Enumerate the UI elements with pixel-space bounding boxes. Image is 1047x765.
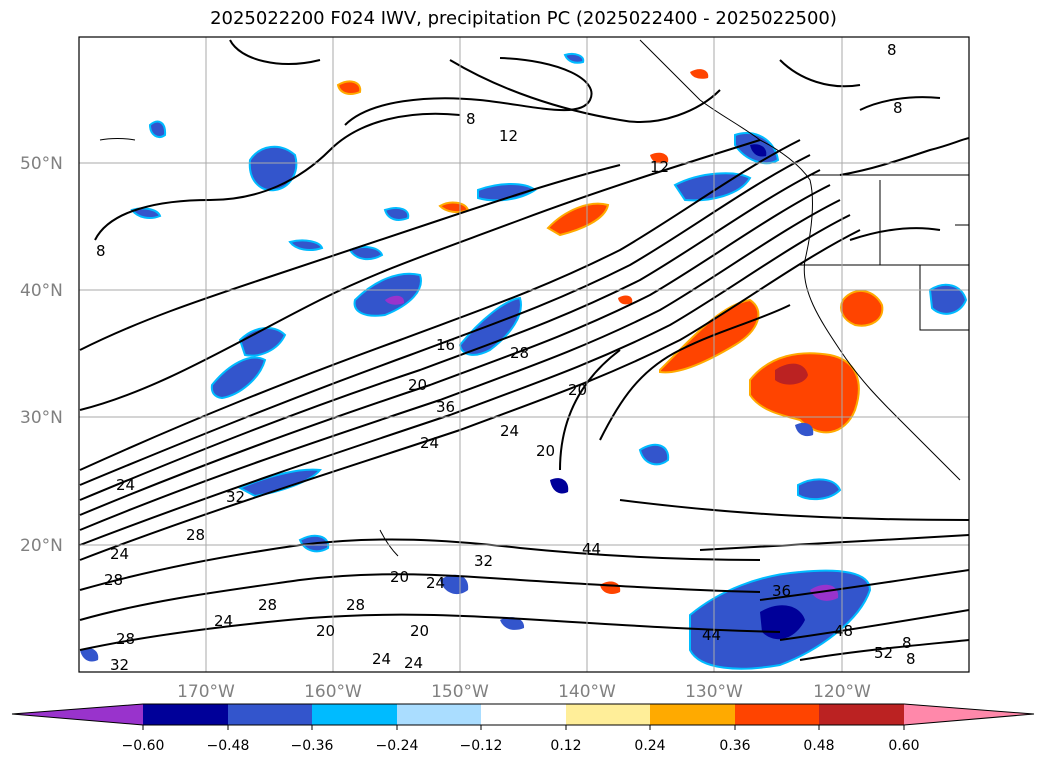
colorbar-tick-label: −0.36	[291, 738, 334, 754]
colorbar-segment	[650, 704, 735, 725]
colorbar-tick-label: 0.24	[634, 738, 665, 754]
contour-label: 32	[226, 488, 245, 506]
colorbar-tick-label: 0.12	[550, 738, 581, 754]
contour-label: 32	[474, 552, 493, 570]
lat-label: 30°N	[20, 408, 63, 428]
colorbar-segment	[312, 704, 397, 725]
contour-label: 16	[436, 336, 455, 354]
colorbar-segment	[566, 704, 650, 725]
contour-label: 20	[408, 376, 427, 394]
contour-label: 44	[582, 540, 601, 558]
contour-label: 24	[420, 434, 439, 452]
contour-label: 24	[214, 612, 233, 630]
contour-label: 8	[887, 41, 897, 59]
coastlines	[99, 39, 969, 557]
contour-label: 8	[893, 99, 903, 117]
colorbar-ticks	[142, 725, 905, 730]
iwv-contours	[79, 39, 969, 661]
colorbar-tick-label: 0.60	[888, 738, 919, 754]
lon-label: 170°W	[177, 682, 235, 702]
contour-label: 20	[390, 568, 409, 586]
colorbar-segment	[228, 704, 312, 725]
colorbar-tick-label: −0.24	[376, 738, 419, 754]
colorbar-tick-label: −0.12	[460, 738, 503, 754]
contour-label: 8	[96, 242, 106, 260]
map-frame	[78, 36, 970, 673]
contour-label: 20	[410, 622, 429, 640]
contour-label: 48	[834, 622, 853, 640]
contour-label: 24	[404, 654, 423, 672]
lon-label: 130°W	[685, 682, 743, 702]
contour-label: 36	[772, 582, 791, 600]
contour-labels: 8 12 8 8 12 16 20 36 24 28 20 24 20 24 2…	[96, 41, 916, 674]
lon-label: 140°W	[558, 682, 616, 702]
lon-label: 150°W	[431, 682, 489, 702]
colorbar-tick-label: −0.48	[207, 738, 250, 754]
colorbar-tick-label: 0.48	[803, 738, 834, 754]
latitude-labels: 50°N 40°N 30°N 20°N	[20, 154, 63, 556]
contour-label: 8	[466, 110, 476, 128]
contour-label: 28	[186, 526, 205, 544]
lon-label: 160°W	[304, 682, 362, 702]
contour-label: 24	[110, 545, 129, 563]
colorbar-extend-left	[12, 704, 143, 725]
colorbar-segment	[735, 704, 819, 725]
contour-label: 12	[650, 158, 669, 176]
contour-label: 8	[906, 650, 916, 668]
gridlines	[79, 37, 969, 672]
contour-label: 28	[346, 596, 365, 614]
colorbar-tick-label: −0.60	[122, 738, 165, 754]
contour-label: 44	[702, 626, 721, 644]
contour-label: 24	[500, 422, 519, 440]
colorbar-segment	[397, 704, 481, 725]
contour-label: 28	[104, 571, 123, 589]
colorbar: −0.60 −0.48 −0.36 −0.24 −0.12 0.12 0.24 …	[11, 703, 1035, 754]
contour-label: 24	[372, 650, 391, 668]
contour-label: 12	[499, 127, 518, 145]
colorbar-segment	[481, 704, 566, 725]
contour-label: 24	[116, 476, 135, 494]
plot-title: 2025022200 F024 IWV, precipitation PC (2…	[210, 8, 837, 29]
lat-label: 50°N	[20, 154, 63, 174]
contour-label: 20	[536, 442, 555, 460]
longitude-labels: 170°W 160°W 150°W 140°W 130°W 120°W	[177, 682, 871, 702]
contour-label: 24	[426, 574, 445, 592]
colorbar-extend-right	[904, 704, 1034, 725]
contour-label: 36	[436, 398, 455, 416]
contour-label: 20	[316, 622, 335, 640]
colorbar-segment	[143, 704, 228, 725]
colorbar-segment	[819, 704, 904, 725]
contour-label: 28	[258, 596, 277, 614]
contour-label: 28	[510, 344, 529, 362]
lat-label: 20°N	[20, 536, 63, 556]
contour-label: 20	[568, 381, 587, 399]
contour-label: 28	[116, 630, 135, 648]
colorbar-tick-label: 0.36	[719, 738, 750, 754]
lat-label: 40°N	[20, 281, 63, 301]
precip-shading	[80, 52, 968, 670]
contour-label: 8	[902, 634, 912, 652]
lon-label: 120°W	[813, 682, 871, 702]
contour-label: 32	[110, 656, 129, 674]
contour-label: 52	[874, 644, 893, 662]
